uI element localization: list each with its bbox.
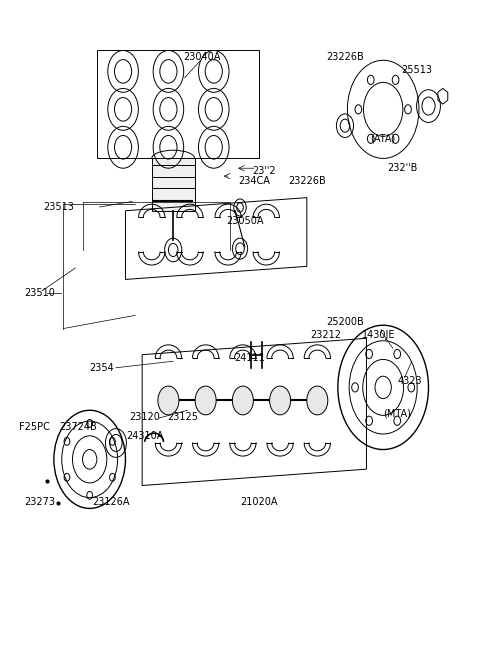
Text: 23212: 23212 xyxy=(311,330,341,340)
Text: 4323: 4323 xyxy=(397,376,422,386)
Circle shape xyxy=(195,386,216,415)
Text: 25513: 25513 xyxy=(401,65,432,75)
Text: 23226B: 23226B xyxy=(288,176,326,187)
Text: 23125: 23125 xyxy=(167,412,198,422)
Text: 1430JE: 1430JE xyxy=(361,330,395,340)
Circle shape xyxy=(232,386,253,415)
Text: 24310A: 24310A xyxy=(126,432,163,442)
Circle shape xyxy=(307,386,328,415)
Circle shape xyxy=(270,386,290,415)
Text: 24111: 24111 xyxy=(234,353,265,363)
Text: 2354: 2354 xyxy=(89,363,114,373)
Text: 25200B: 25200B xyxy=(326,317,364,327)
Text: 23126A: 23126A xyxy=(92,497,130,507)
Text: 23510: 23510 xyxy=(24,288,55,298)
Text: 23226B: 23226B xyxy=(326,52,364,62)
Text: 23513: 23513 xyxy=(43,202,74,212)
FancyBboxPatch shape xyxy=(152,158,195,211)
Text: 23050A: 23050A xyxy=(226,215,264,225)
Text: 23''2: 23''2 xyxy=(252,166,276,177)
Text: 21020A: 21020A xyxy=(240,497,278,507)
Text: 23040A: 23040A xyxy=(183,52,220,62)
Circle shape xyxy=(158,386,179,415)
Text: 23273: 23273 xyxy=(24,497,55,507)
Text: (MTA): (MTA) xyxy=(384,409,411,419)
Text: F25PC: F25PC xyxy=(19,422,50,432)
Text: 23724B: 23724B xyxy=(59,422,96,432)
Text: 232''B: 232''B xyxy=(387,163,418,173)
Text: 23120: 23120 xyxy=(129,412,160,422)
Text: 234CA: 234CA xyxy=(239,176,270,187)
Text: (ATA): (ATA) xyxy=(371,134,396,144)
